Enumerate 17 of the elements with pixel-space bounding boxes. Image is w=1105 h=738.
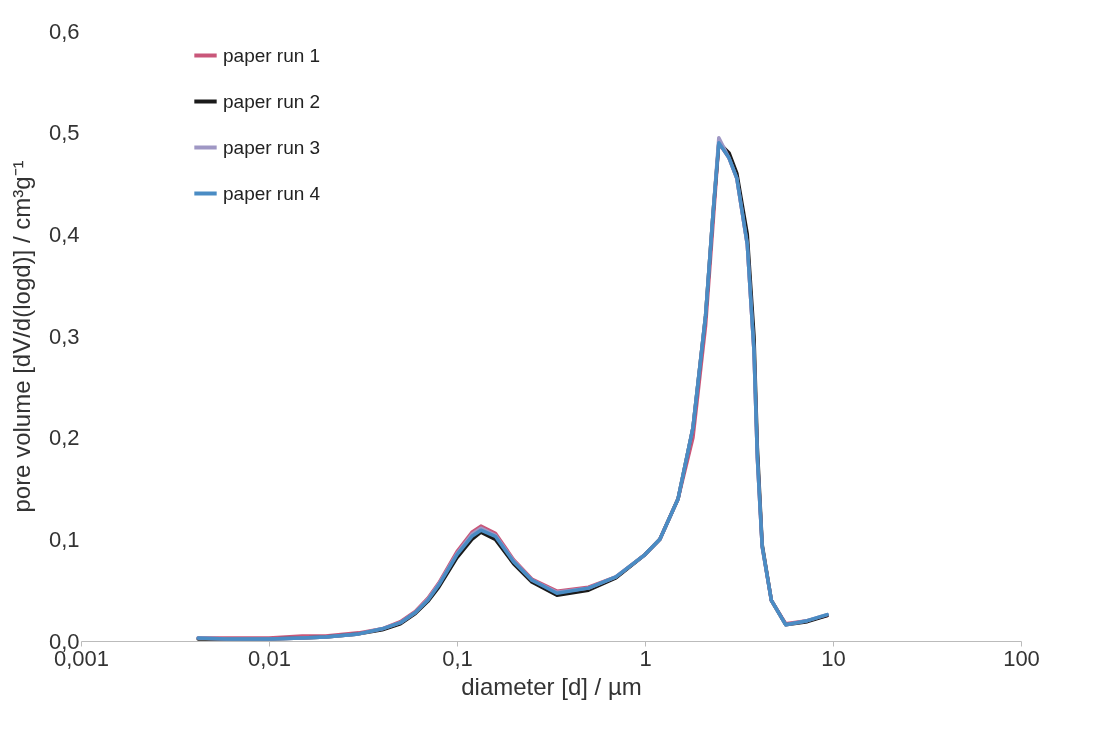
x-tick-label: 1	[639, 645, 652, 671]
x-tick-label: 0,01	[248, 645, 291, 671]
y-axis-title: pore volume [dV/d(logd)] / cm³g⁻¹	[7, 160, 35, 513]
y-tick-label: 0,6	[48, 18, 80, 44]
x-axis-title: diameter [d] / µm	[461, 672, 642, 700]
y-tick-label: 0,1	[48, 526, 80, 552]
legend-label: paper run 1	[223, 44, 321, 66]
y-tick-label: 0,4	[48, 221, 80, 247]
y-tick-label: 0,5	[48, 120, 80, 146]
legend-label: paper run 4	[223, 182, 321, 204]
y-tick-label: 0,2	[48, 425, 80, 451]
x-tick-label: 10	[821, 645, 846, 671]
legend-label: paper run 3	[223, 136, 321, 158]
y-tick-label: 0,3	[48, 323, 80, 349]
x-tick-label: 100	[1003, 645, 1040, 671]
x-tick-label: 0,1	[442, 645, 473, 671]
legend-label: paper run 2	[223, 90, 321, 112]
